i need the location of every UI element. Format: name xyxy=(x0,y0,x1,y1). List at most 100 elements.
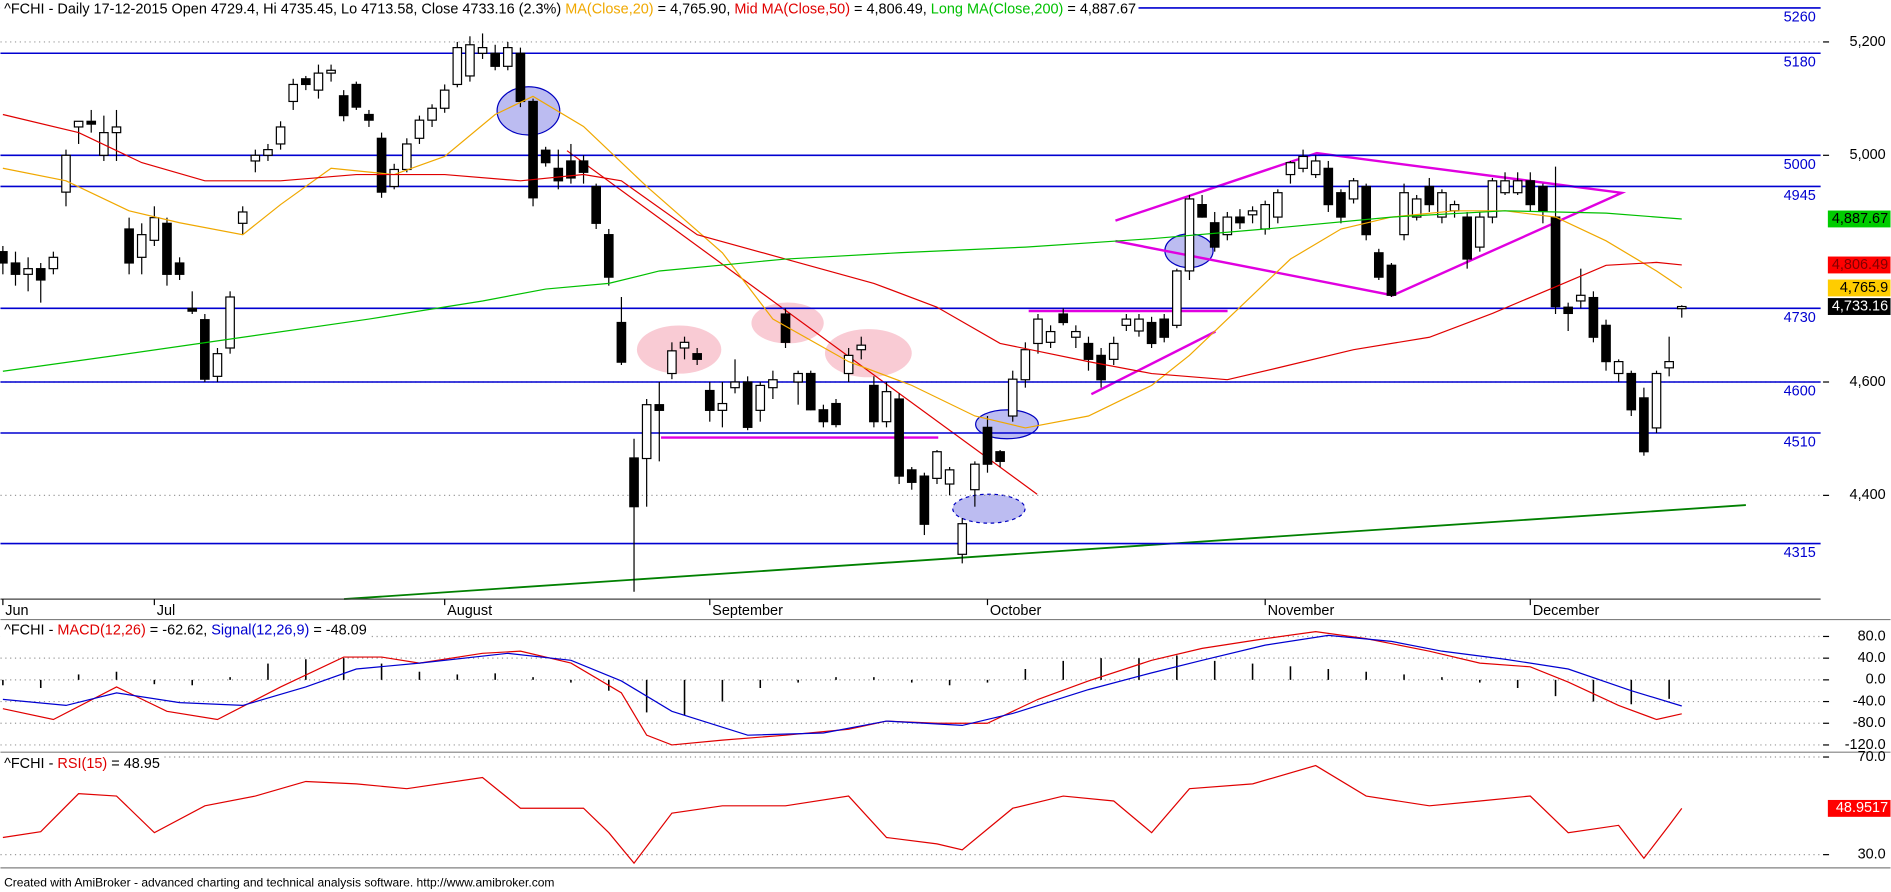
pane-title: ^FCHI - RSI(15) = 48.95 xyxy=(4,756,160,772)
candle-body xyxy=(301,78,311,86)
candle-body xyxy=(313,72,324,91)
candle-body xyxy=(616,321,627,363)
candle-body xyxy=(1487,180,1498,218)
candle-body xyxy=(957,523,968,555)
x-tick-label: Jun xyxy=(5,603,28,619)
candle-body xyxy=(1348,180,1359,200)
candle-body xyxy=(111,126,122,134)
candle-body xyxy=(389,168,400,188)
y-tick-label: 70.0 xyxy=(1858,749,1886,765)
y-tick-label: 30.0 xyxy=(1858,846,1886,862)
level-label: 4315 xyxy=(1784,545,1816,561)
candle-body xyxy=(856,344,867,351)
candle-body xyxy=(1449,204,1460,212)
candle-body xyxy=(136,234,147,258)
candle-body xyxy=(1083,342,1094,360)
candle-body xyxy=(124,228,134,264)
y-tick-label: -40.0 xyxy=(1853,693,1886,709)
candle-body xyxy=(250,154,261,162)
footer: Created with AmiBroker - advanced charti… xyxy=(4,876,554,890)
candle-body xyxy=(1437,192,1447,218)
title-background xyxy=(0,1,1139,18)
candle-body xyxy=(553,167,564,182)
title-part: = 48.95 xyxy=(107,756,160,772)
value-badge-label: 4,887.67 xyxy=(1832,211,1888,227)
x-tick-label: Jul xyxy=(157,603,175,619)
level-label: 4600 xyxy=(1784,383,1816,399)
candle-body xyxy=(869,384,879,423)
candle-body xyxy=(414,119,425,139)
candle-body xyxy=(1172,270,1182,326)
candle-body xyxy=(1209,222,1220,248)
candle-body xyxy=(881,391,892,423)
y-tick-label: 80.0 xyxy=(1858,628,1886,644)
title-part: Long MA(Close,200) xyxy=(931,1,1064,17)
candle-body xyxy=(578,160,589,173)
level-label: 5260 xyxy=(1784,9,1816,25)
candle-body xyxy=(717,402,728,411)
candle-body xyxy=(982,426,993,465)
candle-body xyxy=(1424,185,1435,206)
level-label: 4510 xyxy=(1784,434,1816,450)
y-tick-label: 40.0 xyxy=(1858,650,1886,666)
candle-body xyxy=(1121,318,1132,326)
candle-body xyxy=(629,457,639,508)
candle-body xyxy=(326,69,336,74)
candle-body xyxy=(793,372,803,383)
candle-body xyxy=(1512,180,1523,194)
candle-body xyxy=(894,398,904,477)
value-badge-label: 48.9517 xyxy=(1836,800,1888,816)
title-part: = 4,806.49, xyxy=(850,1,931,17)
value-badge-label: 4,806.49 xyxy=(1832,257,1888,273)
candle-body xyxy=(906,469,917,483)
candle-body xyxy=(1588,296,1599,338)
pane-title: ^FCHI - Daily 17-12-2015 Open 4729.4, Hi… xyxy=(4,1,1136,17)
pink-ellipse xyxy=(636,325,722,374)
green-trendline xyxy=(343,504,1746,600)
candle-body xyxy=(1260,204,1271,230)
candle-body xyxy=(0,251,8,264)
series-line xyxy=(2,113,1682,381)
candle-body xyxy=(263,149,273,156)
candle-body xyxy=(805,372,816,411)
candle-body xyxy=(1336,192,1346,218)
series-line xyxy=(2,631,1682,746)
value-badge xyxy=(1827,279,1891,297)
candle-body xyxy=(1525,180,1536,206)
level-label: 4945 xyxy=(1784,188,1816,204)
candle-body xyxy=(275,126,286,145)
diamond-pattern xyxy=(1115,151,1627,297)
candle-body xyxy=(1108,342,1119,360)
x-tick-label: December xyxy=(1533,603,1600,619)
candle-body xyxy=(1626,372,1637,411)
title-part: = -62.62, xyxy=(146,622,211,638)
series-line xyxy=(2,764,1683,865)
x-tick-label: October xyxy=(990,603,1042,619)
candle-body xyxy=(1411,198,1422,218)
candle-body xyxy=(1399,192,1409,236)
x-tick-label: September xyxy=(712,603,783,619)
candle-body xyxy=(566,160,576,179)
value-badge xyxy=(1827,256,1891,274)
candle-body xyxy=(742,381,753,428)
candle-body xyxy=(843,354,854,375)
level-label: 5180 xyxy=(1784,55,1816,71)
candle-body xyxy=(376,137,387,193)
candle-body xyxy=(1298,155,1308,169)
magenta-line xyxy=(1090,330,1217,396)
red-trendline xyxy=(566,150,1038,495)
title-background xyxy=(0,756,163,773)
candle-body xyxy=(1575,294,1586,302)
candle-body xyxy=(61,154,71,193)
candle-body xyxy=(477,47,488,54)
pink-ellipse xyxy=(824,329,912,378)
candle-body xyxy=(818,409,829,423)
candle-body xyxy=(1273,192,1283,218)
candle-body xyxy=(995,451,1005,462)
candle-body xyxy=(439,89,450,109)
candle-body xyxy=(1563,306,1573,315)
candle-body xyxy=(1007,378,1018,417)
candle-body xyxy=(1033,318,1043,345)
y-tick-label: 4,600 xyxy=(1850,374,1886,390)
